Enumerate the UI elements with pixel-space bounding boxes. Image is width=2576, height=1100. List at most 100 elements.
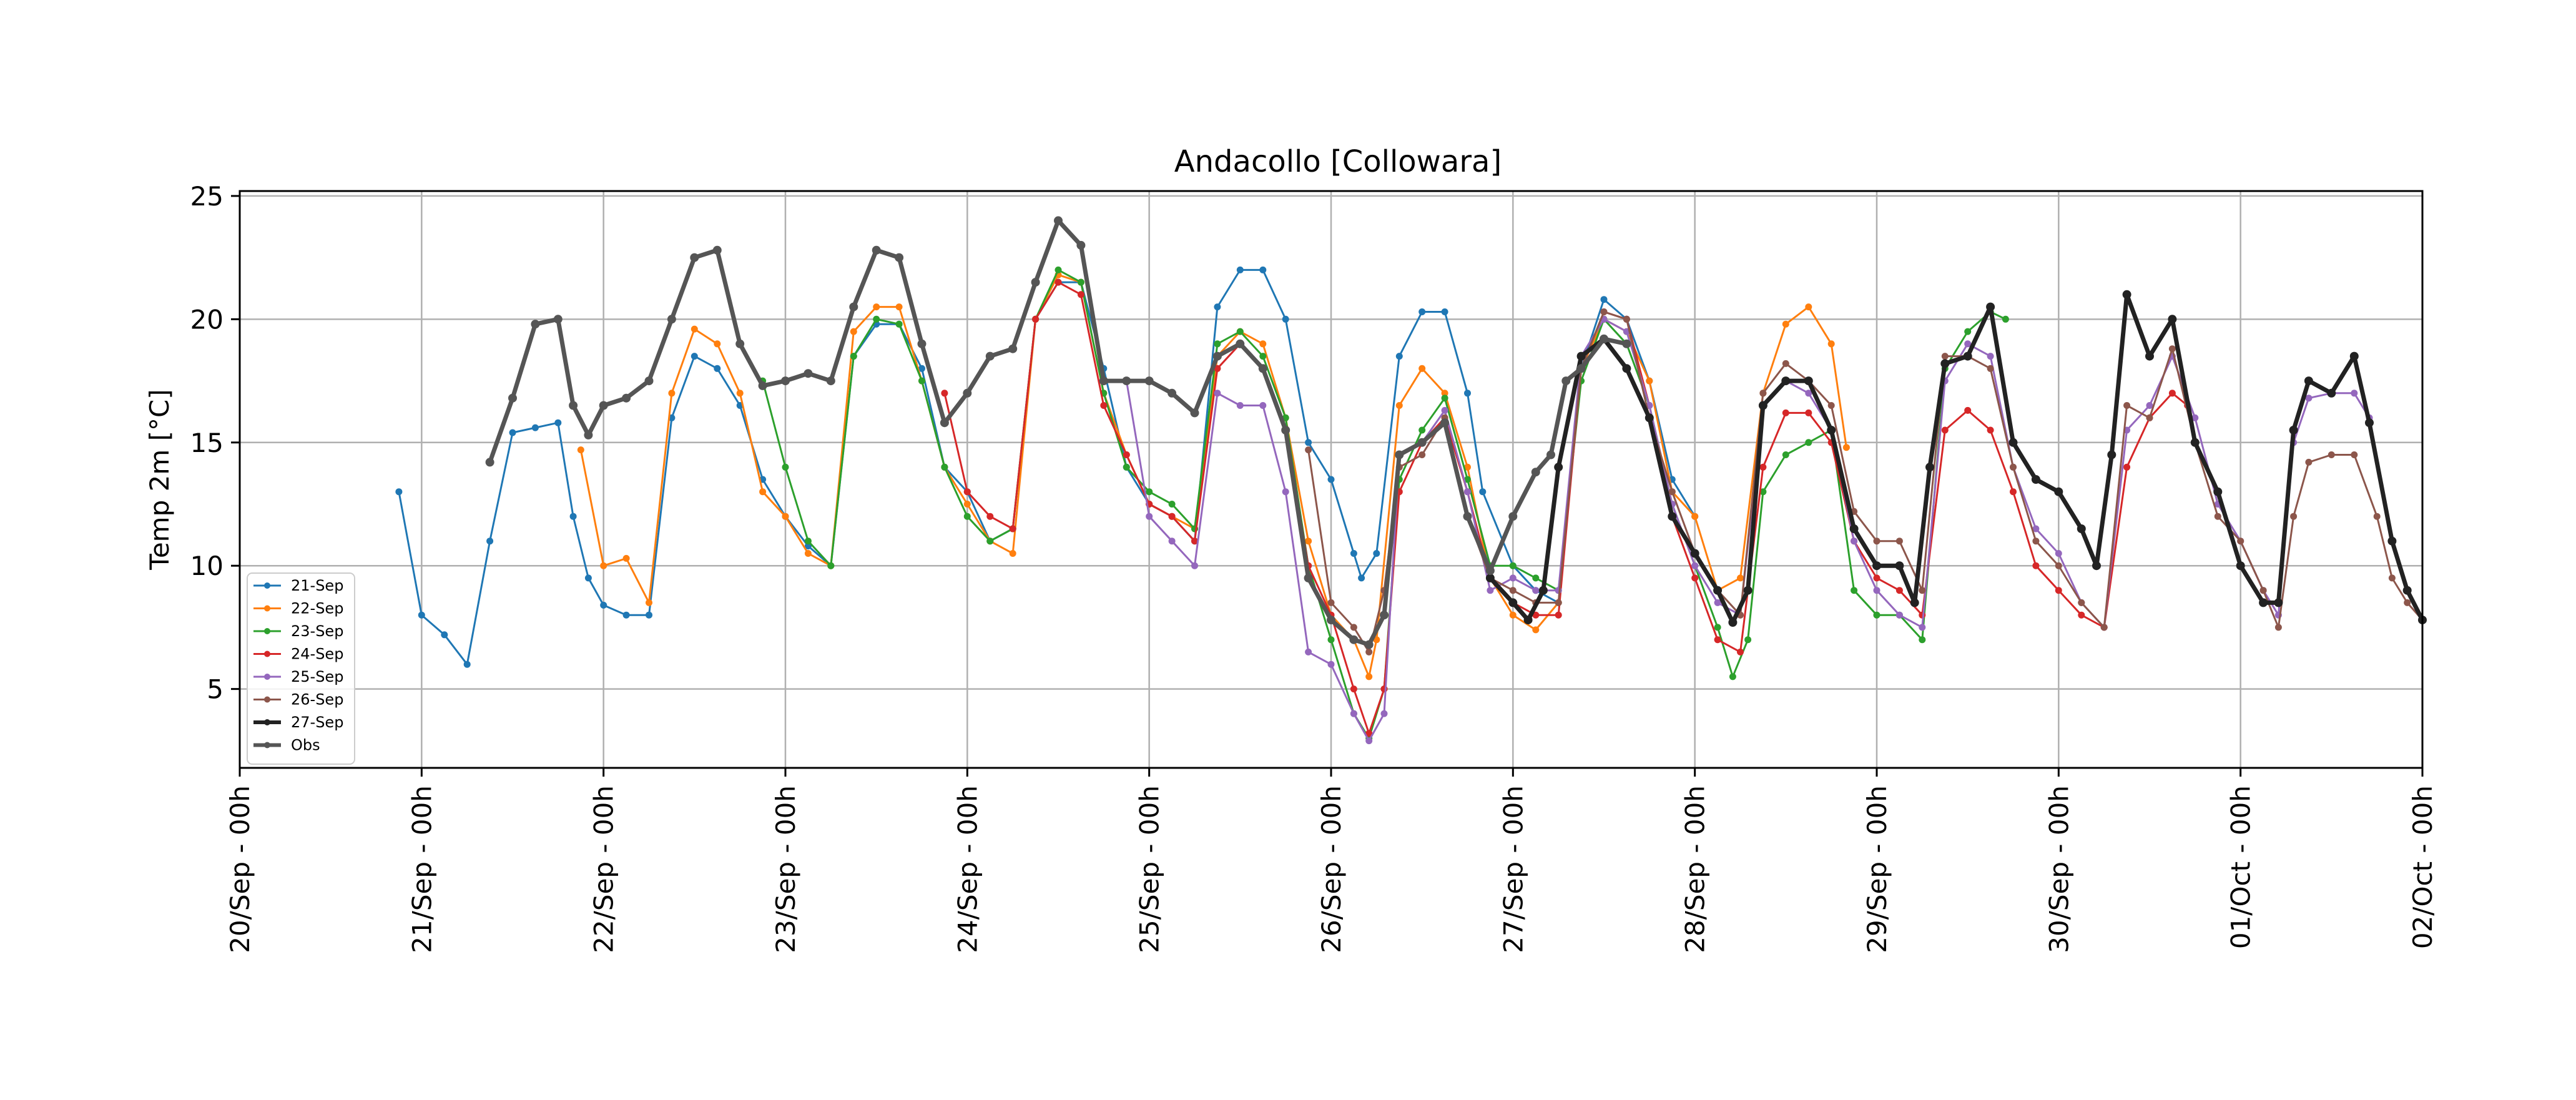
data-point: [1487, 587, 1494, 594]
data-point: [1259, 340, 1267, 348]
data-point: [1380, 710, 1388, 717]
data-point: [1805, 439, 1812, 446]
data-point: [1032, 315, 1040, 323]
data-point: [2274, 624, 2282, 631]
data-point: [1327, 476, 1335, 483]
data-point: [2213, 487, 2223, 496]
data-point: [1191, 562, 1198, 569]
data-point: [2327, 388, 2336, 398]
data-point: [1305, 446, 1312, 454]
data-point: [2190, 438, 2200, 447]
data-point: [1099, 376, 1108, 386]
y-tick-label: 25: [190, 181, 224, 212]
data-point: [918, 365, 925, 372]
data-point: [1759, 463, 1767, 471]
data-point: [2032, 538, 2040, 545]
data-point: [758, 381, 767, 390]
y-tick-label: 10: [190, 551, 224, 581]
data-point: [584, 430, 593, 440]
data-point: [2305, 395, 2313, 402]
data-point: [2100, 624, 2108, 631]
data-point: [1895, 538, 1903, 545]
data-point: [1464, 463, 1471, 471]
x-tick-label: 28/Sep - 00h: [1680, 785, 1711, 953]
data-point: [759, 488, 767, 496]
data-point: [584, 574, 592, 582]
data-point: [1418, 426, 1426, 434]
x-tick-label: 01/Oct - 00h: [2226, 785, 2256, 949]
data-point: [1646, 377, 1653, 385]
data-point: [940, 418, 949, 428]
data-point: [1986, 302, 1995, 312]
data-point: [463, 660, 471, 668]
data-point: [1532, 574, 1540, 582]
data-point: [1987, 353, 1994, 360]
data-point: [918, 377, 925, 385]
data-point: [1395, 353, 1403, 360]
legend-entry: 21-Sep: [253, 577, 343, 594]
legend-marker: [264, 674, 270, 680]
data-point: [1509, 611, 1517, 619]
data-point: [531, 424, 539, 431]
data-point: [2055, 550, 2062, 557]
data-point: [1532, 626, 1540, 634]
data-point: [1441, 395, 1448, 402]
data-point: [1236, 339, 1245, 348]
legend-entry: 25-Sep: [253, 668, 343, 685]
data-point: [1373, 550, 1380, 557]
data-point: [1282, 315, 1289, 323]
data-point: [804, 369, 813, 378]
data-point: [1940, 359, 1950, 368]
data-point: [804, 550, 812, 557]
data-point: [1146, 513, 1153, 520]
data-point: [873, 303, 880, 311]
series-obs: [485, 216, 1631, 649]
data-point: [569, 513, 577, 520]
series-27-sep: [1485, 290, 2427, 627]
data-point: [1691, 562, 1699, 569]
data-point: [1805, 390, 1812, 397]
data-point: [2351, 451, 2358, 458]
data-point: [872, 245, 881, 255]
chart-title: Andacollo [Collowara]: [1174, 144, 1502, 179]
series-line: [579, 273, 1847, 678]
data-point: [1782, 409, 1789, 416]
data-point: [1464, 476, 1471, 483]
data-point: [1805, 409, 1812, 416]
data-point: [2055, 587, 2062, 594]
data-point: [2168, 315, 2177, 324]
data-point: [2010, 488, 2017, 496]
grid-lines: [238, 191, 2424, 768]
x-tick-label: 29/Sep - 00h: [1862, 785, 1892, 953]
data-point: [1714, 636, 1721, 644]
x-tick-label: 25/Sep - 00h: [1134, 785, 1165, 953]
data-point: [1804, 376, 1813, 386]
data-point: [1849, 524, 1859, 533]
data-point: [2351, 390, 2358, 397]
data-point: [1168, 388, 1177, 398]
data-point: [1782, 451, 1789, 458]
data-point: [569, 401, 578, 410]
data-point: [2122, 290, 2131, 299]
data-point: [418, 611, 425, 619]
data-point: [1743, 586, 1753, 595]
legend-marker: [264, 628, 270, 634]
data-point: [1600, 308, 1608, 315]
data-point: [1076, 240, 1086, 250]
data-point: [895, 303, 903, 311]
series-line: [1488, 292, 2425, 625]
data-point: [1873, 538, 1880, 545]
data-point: [826, 376, 835, 386]
data-point: [1622, 364, 1631, 373]
data-point: [2146, 402, 2153, 409]
data-point: [2078, 611, 2085, 619]
data-point: [873, 315, 880, 323]
x-tick-label: 02/Oct - 00h: [2407, 785, 2438, 949]
data-point: [1236, 328, 1244, 335]
data-point: [2168, 345, 2176, 353]
data-point: [2373, 513, 2381, 520]
data-point: [781, 376, 790, 386]
y-tick-label: 20: [190, 304, 224, 335]
x-tick-label: 24/Sep - 00h: [952, 785, 983, 953]
